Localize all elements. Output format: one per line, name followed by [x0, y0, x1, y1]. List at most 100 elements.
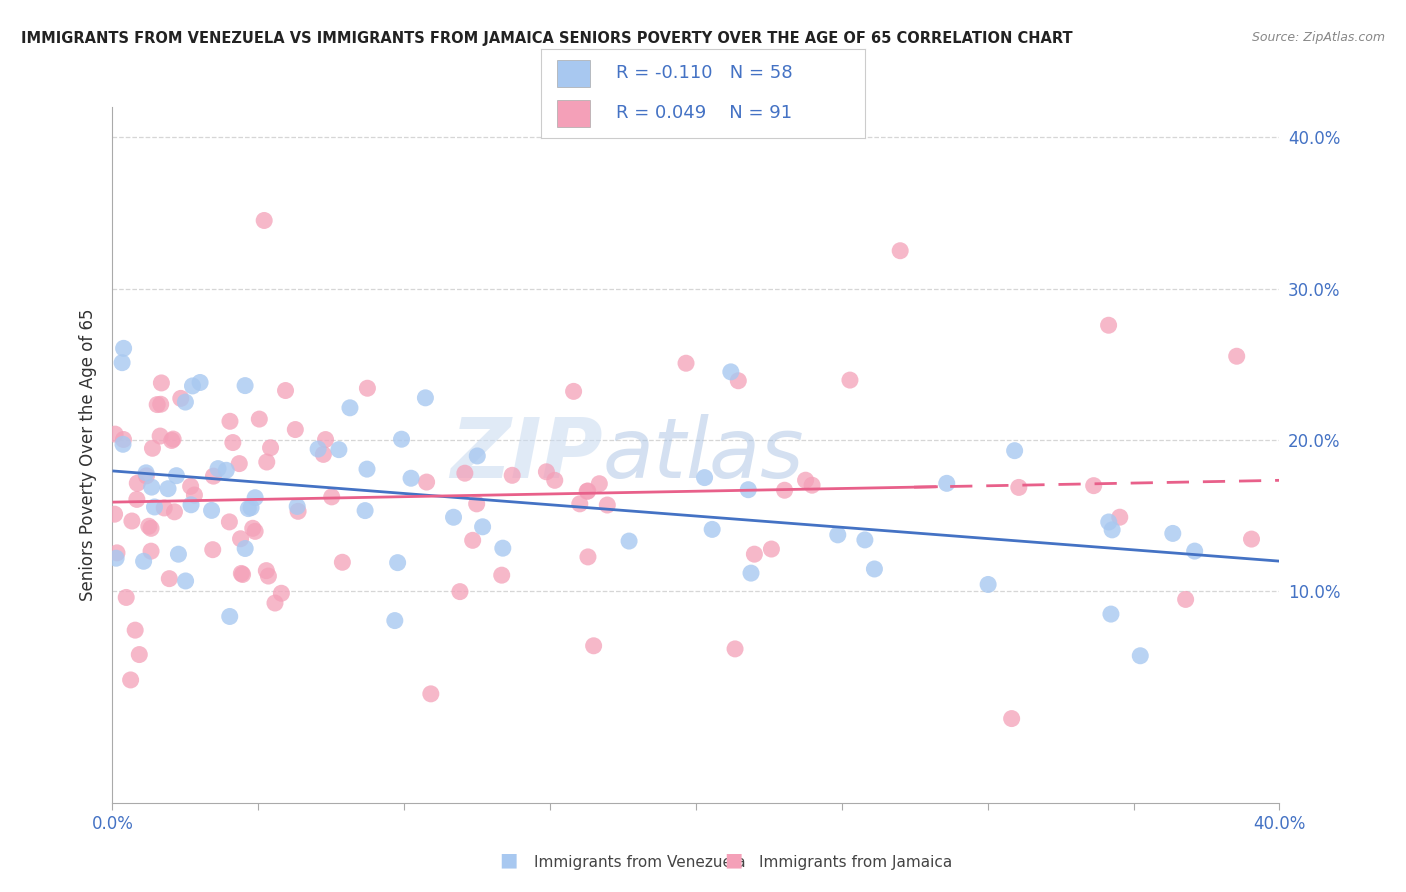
Point [315, 433, 337, 447]
Point [720, 365, 742, 379]
Point [443, 510, 465, 524]
Point [471, 520, 494, 534]
Point [492, 541, 515, 556]
Point [257, 569, 280, 583]
Text: Immigrants from Jamaica: Immigrants from Jamaica [759, 855, 952, 870]
Point [238, 501, 260, 516]
Point [160, 434, 183, 448]
Point [744, 547, 766, 561]
Point [387, 556, 409, 570]
Point [153, 500, 176, 515]
Point [231, 566, 253, 581]
Point [399, 471, 422, 485]
Point [863, 562, 886, 576]
Point [150, 376, 173, 390]
Point [112, 342, 135, 356]
Point [146, 398, 169, 412]
Point [454, 466, 477, 480]
Point [839, 373, 862, 387]
Point [201, 542, 224, 557]
Point [218, 515, 240, 529]
Point [141, 480, 163, 494]
Point [853, 533, 876, 547]
Point [465, 449, 488, 463]
Point [693, 470, 716, 484]
Point [157, 572, 180, 586]
Point [247, 412, 270, 426]
Point [284, 423, 307, 437]
Point [332, 555, 354, 569]
Point [103, 507, 125, 521]
Point [588, 476, 610, 491]
Text: ■: ■ [499, 851, 517, 870]
Point [139, 544, 162, 558]
Point [229, 532, 252, 546]
Point [264, 596, 287, 610]
Point [544, 473, 567, 487]
Point [218, 609, 240, 624]
Point [1098, 515, 1121, 529]
Point [1004, 443, 1026, 458]
Point [724, 641, 747, 656]
Point [321, 490, 343, 504]
Point [465, 497, 488, 511]
Point [740, 566, 762, 581]
Point [1099, 607, 1122, 621]
Point [233, 541, 256, 556]
Point [163, 505, 186, 519]
Point [1226, 349, 1249, 363]
Point [568, 497, 591, 511]
Text: ■: ■ [724, 851, 742, 870]
Y-axis label: Seniors Poverty Over the Age of 65: Seniors Poverty Over the Age of 65 [79, 309, 97, 601]
Point [415, 391, 437, 405]
Point [1097, 318, 1119, 333]
Point [157, 482, 180, 496]
Point [1184, 544, 1206, 558]
Point [384, 614, 406, 628]
Point [576, 549, 599, 564]
Point [127, 476, 149, 491]
Point [174, 574, 197, 588]
Point [139, 521, 162, 535]
Point [174, 395, 197, 409]
Point [183, 488, 205, 502]
Point [339, 401, 361, 415]
Point [415, 475, 437, 489]
Point [207, 461, 229, 475]
Point [1001, 712, 1024, 726]
Point [461, 533, 484, 548]
Point [1161, 526, 1184, 541]
Bar [558, 100, 591, 127]
Point [242, 521, 264, 535]
Point [312, 447, 335, 461]
Point [328, 442, 350, 457]
Point [143, 500, 166, 514]
Point [354, 503, 377, 517]
Point [167, 547, 190, 561]
Point [128, 648, 150, 662]
Point [935, 476, 957, 491]
Point [125, 492, 148, 507]
Point [104, 427, 127, 442]
Point [232, 567, 254, 582]
Point [491, 568, 513, 582]
Text: ZIP: ZIP [450, 415, 603, 495]
Point [180, 479, 202, 493]
Point [105, 546, 128, 560]
Point [124, 623, 146, 637]
Point [576, 483, 599, 498]
Point [111, 437, 134, 451]
Point [1174, 592, 1197, 607]
Point [1008, 480, 1031, 494]
Point [1108, 510, 1130, 524]
Point [243, 491, 266, 505]
Point [1083, 478, 1105, 492]
Point [228, 457, 250, 471]
Point [180, 498, 202, 512]
Point [138, 519, 160, 533]
Point [115, 591, 138, 605]
Point [149, 429, 172, 443]
Text: Immigrants from Venezuela: Immigrants from Venezuela [534, 855, 747, 870]
Point [253, 213, 276, 227]
Point [105, 551, 128, 566]
